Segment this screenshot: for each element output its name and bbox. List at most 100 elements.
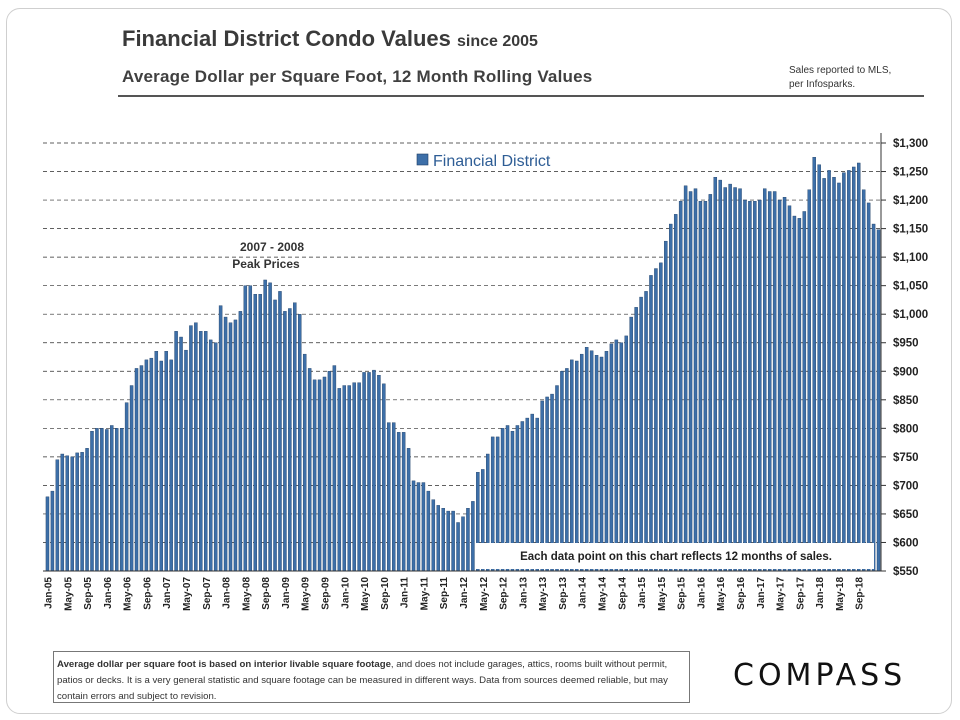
source-note: Sales reported to MLS, per Infosparks. bbox=[789, 64, 891, 92]
bar bbox=[792, 215, 797, 572]
footnote-box: Average dollar per square foot is based … bbox=[53, 651, 690, 703]
bar bbox=[189, 325, 193, 572]
bar bbox=[421, 482, 426, 572]
annotations: 2007 - 2008 Peak Prices Each data point … bbox=[232, 240, 874, 569]
y-tick-label: $800 bbox=[893, 423, 919, 435]
bar bbox=[822, 178, 826, 572]
y-tick-label: $1,150 bbox=[893, 224, 928, 236]
bar bbox=[728, 183, 732, 572]
bar bbox=[154, 351, 159, 572]
x-tick-label: May-12 bbox=[479, 577, 490, 611]
chart-title: Financial District Condo Values since 20… bbox=[122, 26, 538, 52]
bar bbox=[243, 285, 248, 572]
bar bbox=[471, 501, 475, 572]
bar bbox=[842, 172, 846, 572]
bar bbox=[347, 385, 351, 572]
bar bbox=[208, 339, 213, 572]
bar bbox=[406, 448, 411, 572]
bar bbox=[708, 194, 713, 572]
bar bbox=[659, 262, 663, 572]
bar bbox=[159, 360, 163, 572]
bar bbox=[164, 351, 168, 572]
bar bbox=[327, 371, 332, 572]
y-tick-label: $950 bbox=[893, 338, 919, 350]
bar bbox=[124, 402, 129, 572]
bar bbox=[416, 482, 421, 572]
bar bbox=[70, 456, 74, 572]
bar bbox=[105, 429, 109, 572]
bar bbox=[802, 211, 807, 572]
bar bbox=[832, 177, 836, 572]
legend: Financial District bbox=[416, 153, 551, 170]
bar bbox=[629, 316, 633, 572]
bar bbox=[669, 223, 673, 572]
footnote-bold: Average dollar per square foot is based … bbox=[57, 659, 391, 670]
bar bbox=[871, 223, 876, 572]
bar bbox=[268, 282, 272, 572]
x-tick-label: Sep-18 bbox=[855, 577, 866, 610]
bar bbox=[797, 218, 802, 572]
bar bbox=[456, 522, 460, 572]
bar bbox=[644, 291, 648, 572]
bar bbox=[317, 379, 322, 572]
x-tick-label: Jan-06 bbox=[103, 577, 114, 609]
x-tick-label: Sep-17 bbox=[795, 577, 806, 610]
bar bbox=[139, 365, 144, 572]
bar bbox=[288, 308, 292, 572]
x-axis-labels: Jan-05 May-05 Sep-05 Jan-06 May-06 Sep-06 Jan-… bbox=[43, 577, 865, 611]
bar bbox=[352, 382, 356, 572]
bar bbox=[649, 275, 653, 572]
x-tick-label: May-09 bbox=[301, 577, 312, 611]
x-tick-label: Jan-10 bbox=[340, 577, 351, 609]
x-tick-label: Jan-11 bbox=[400, 577, 411, 609]
bar bbox=[466, 508, 470, 572]
bar bbox=[278, 291, 282, 572]
bar bbox=[307, 368, 312, 572]
source-line-1: Sales reported to MLS, bbox=[789, 65, 892, 76]
bar bbox=[337, 388, 342, 572]
bar bbox=[861, 189, 866, 572]
x-tick-label: Jan-12 bbox=[459, 577, 470, 609]
axes bbox=[43, 133, 882, 572]
x-tick-label: Sep-09 bbox=[320, 577, 331, 610]
bar bbox=[560, 371, 564, 572]
bar bbox=[213, 342, 218, 572]
y-tick-label: $1,250 bbox=[893, 167, 928, 179]
bar bbox=[461, 516, 465, 572]
bar bbox=[441, 508, 445, 572]
title-suffix: since 2005 bbox=[456, 33, 538, 50]
x-tick-label: Sep-06 bbox=[142, 577, 153, 610]
bar bbox=[688, 191, 693, 572]
note-box bbox=[476, 543, 874, 569]
bar bbox=[179, 336, 183, 572]
y-tick-label: $750 bbox=[893, 452, 919, 464]
x-tick-label: Jan-07 bbox=[162, 577, 173, 609]
bar bbox=[184, 349, 188, 572]
x-tick-label: Jan-13 bbox=[518, 577, 529, 609]
bar bbox=[584, 347, 589, 572]
x-tick-label: Jan-17 bbox=[756, 577, 767, 609]
x-tick-label: Jan-08 bbox=[222, 577, 233, 609]
legend-label: Financial District bbox=[433, 153, 551, 170]
bar-chart: $550 $600 $650 $700 $750 $800 $850 $900 $950 $1,0… bbox=[43, 133, 928, 611]
bar bbox=[253, 294, 257, 572]
bar bbox=[95, 428, 99, 572]
bar bbox=[777, 199, 782, 572]
bar bbox=[90, 430, 94, 572]
bar bbox=[698, 201, 703, 572]
bar bbox=[817, 164, 821, 572]
x-tick-label: May-05 bbox=[63, 577, 74, 611]
header-divider bbox=[118, 95, 924, 97]
x-tick-label: Sep-16 bbox=[736, 577, 747, 610]
y-tick-label: $650 bbox=[893, 509, 919, 521]
bar bbox=[654, 268, 658, 572]
bar bbox=[733, 187, 737, 572]
bar bbox=[753, 201, 757, 572]
bar bbox=[876, 229, 881, 572]
legend-swatch bbox=[416, 153, 429, 166]
source-line-2: per Infosparks. bbox=[789, 79, 856, 90]
y-tick-label: $600 bbox=[893, 537, 919, 549]
bar bbox=[392, 422, 396, 572]
bar bbox=[589, 350, 594, 572]
bar bbox=[382, 383, 386, 572]
